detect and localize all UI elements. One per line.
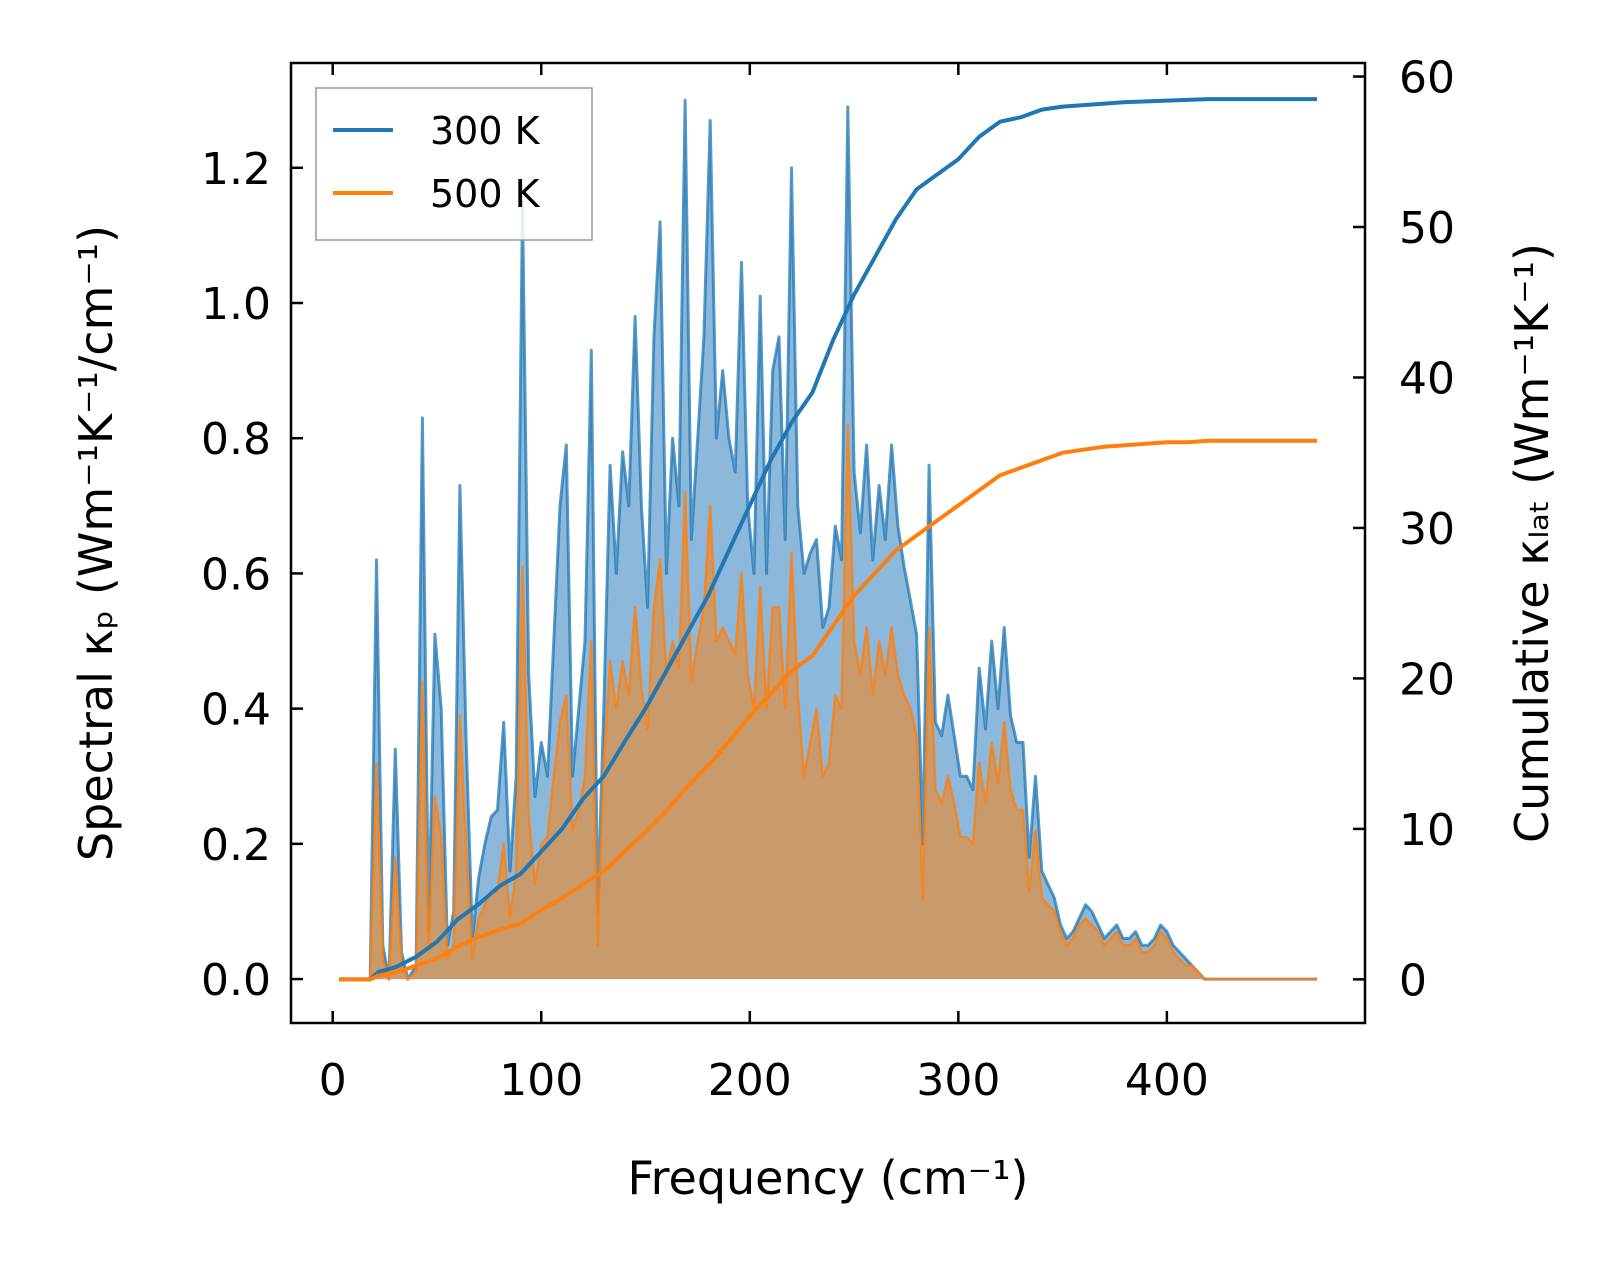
y-left-tick-label: 1.2 bbox=[201, 144, 271, 195]
spectral-500K-fill bbox=[339, 424, 1317, 980]
y-left-tick-label: 0.2 bbox=[201, 820, 271, 871]
x-tick-label: 400 bbox=[1125, 1055, 1209, 1106]
cumulative-300K-line bbox=[339, 97, 1317, 982]
spectral-300K-line bbox=[339, 98, 1317, 981]
plot-area bbox=[339, 97, 1317, 982]
x-tick-label: 200 bbox=[708, 1055, 792, 1106]
y-right-tick-label: 10 bbox=[1399, 805, 1455, 856]
y-left-tick-label: 0.4 bbox=[201, 685, 271, 736]
y-left-tick-label: 0.8 bbox=[201, 414, 271, 465]
y-right-tick-label: 20 bbox=[1399, 654, 1455, 705]
x-axis-title: Frequency (cm⁻¹) bbox=[628, 1151, 1029, 1205]
x-tick-label: 300 bbox=[916, 1055, 1000, 1106]
x-tick-label: 100 bbox=[499, 1055, 583, 1106]
legend: 300 K 500 K bbox=[315, 87, 593, 241]
axis-ticks: 0 100 200 300 400 0.0 0.2 0.4 0.6 0.8 1.0 1.2 0 10 20 3… bbox=[201, 53, 1455, 1106]
spectral-500K-line bbox=[339, 423, 1317, 981]
y-right-tick-label: 60 bbox=[1399, 53, 1455, 104]
y-axis-title-left: Spectral κₚ (Wm⁻¹K⁻¹/cm⁻¹) bbox=[69, 225, 123, 861]
y-right-tick-label: 40 bbox=[1399, 353, 1455, 404]
y-right-tick-label: 30 bbox=[1399, 504, 1455, 555]
legend-box bbox=[315, 87, 593, 241]
plot-frame bbox=[289, 61, 1367, 1025]
y-right-tick-label: 0 bbox=[1399, 955, 1427, 1006]
legend-label-500K: 500 K bbox=[430, 172, 541, 216]
legend-label-300K: 300 K bbox=[430, 109, 541, 153]
spectral-300K-fill bbox=[339, 100, 1317, 980]
y-left-tick-label: 1.0 bbox=[201, 279, 271, 330]
cumulative-500K-line bbox=[339, 438, 1317, 982]
y-axis-title-right: Cumulative κₗₐₜ (Wm⁻¹K⁻¹) bbox=[1505, 243, 1559, 843]
x-axis-title-main: Frequency (cm⁻¹) bbox=[628, 1151, 1029, 1205]
x-tick-label: 0 bbox=[319, 1055, 347, 1106]
y-right-tick-label: 50 bbox=[1399, 203, 1455, 254]
y-left-tick-label: 0.0 bbox=[201, 955, 271, 1006]
y-left-tick-label: 0.6 bbox=[201, 549, 271, 600]
